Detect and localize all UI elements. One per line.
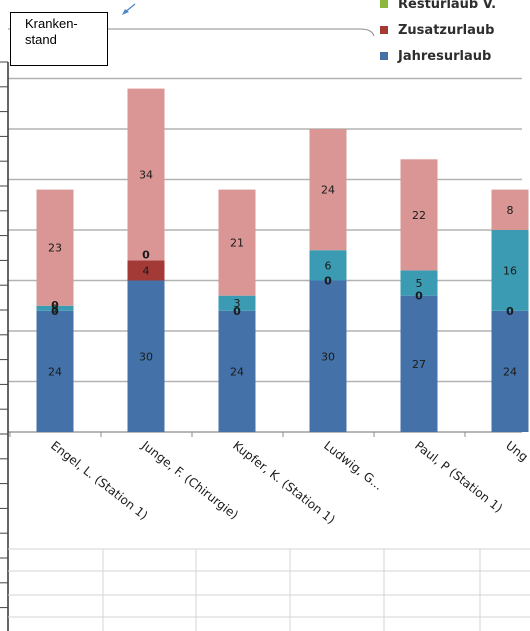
data-label: 27 [412, 358, 426, 371]
bar-segment [127, 260, 165, 281]
data-label: 22 [412, 209, 426, 222]
data-label: 8 [507, 204, 514, 217]
bar-segment [127, 88, 165, 261]
legend-label: Jahresurlaub [398, 49, 492, 64]
data-label: 0 [233, 305, 241, 318]
data-label: 0 [142, 248, 150, 261]
data-label: 0 [324, 275, 332, 288]
bar-segment [218, 295, 256, 311]
data-label: 0 [415, 290, 423, 303]
bars [36, 88, 529, 432]
bar-segment [400, 270, 438, 296]
legend-swatch-icon [380, 0, 388, 8]
data-label: 24 [230, 365, 244, 378]
data-label: 1 [52, 302, 59, 315]
data-label: 24 [503, 365, 517, 378]
callout-line-2: stand [25, 32, 57, 47]
legend-swatch-icon [380, 51, 388, 60]
data-label: 16 [503, 264, 517, 277]
x-tick-label: Ludwig, G... [321, 438, 385, 493]
data-label: 21 [230, 237, 244, 250]
legend-label: Resturlaub V. [398, 0, 497, 12]
data-label: 0 [51, 305, 59, 318]
x-tick-label: Ung [503, 438, 530, 464]
bar-segment [218, 310, 256, 432]
bar-segment [309, 280, 347, 432]
data-label: 24 [321, 184, 335, 197]
data-label: 0 [51, 299, 59, 312]
arrow-head-icon [122, 9, 129, 15]
bar-segment [36, 189, 74, 306]
x-tick-label: Paul, P (Station 1) [412, 438, 505, 515]
legend-item-resturlaub: Resturlaub V. [380, 0, 496, 15]
data-label: 6 [325, 259, 332, 272]
bar-segment [36, 305, 74, 311]
data-label: 30 [139, 350, 153, 363]
bar-segment [491, 189, 529, 230]
legend-label: Zusatzurlaub [398, 23, 495, 38]
kranken-stand-callout: Kranken- stand [10, 12, 108, 66]
x-axis-tick-labels: Engel, L. (Station 1)Junge, F. (Chirurgi… [48, 438, 530, 527]
data-label: 0 [506, 305, 514, 318]
legend-item-jahresurlaub: Jahresurlaub [380, 49, 491, 67]
gridlines [0, 28, 522, 631]
data-label: 30 [321, 350, 335, 363]
bar-segment [127, 280, 165, 432]
data-label: 24 [48, 365, 62, 378]
callout-line-1: Kranken- [25, 16, 78, 31]
data-label: 4 [143, 264, 150, 277]
legend-swatch-icon [380, 25, 388, 34]
bar-segment [309, 250, 347, 281]
bar-segment [400, 159, 438, 271]
bar-segment [400, 295, 438, 432]
bar-segment [36, 310, 74, 432]
data-label: 5 [416, 277, 423, 290]
x-tick-label: Kupfer, K. (Station 1) [230, 438, 338, 526]
bar-segment [309, 129, 347, 251]
spreadsheet-grid [8, 3, 530, 631]
x-tick-label: Junge, F. (Chirurgie) [138, 438, 241, 522]
bar-segment [218, 189, 256, 296]
legend-item-zusatzurlaub: Zusatzurlaub [380, 23, 494, 41]
chart-corner [359, 28, 375, 37]
data-label: 23 [48, 242, 62, 255]
data-label: 34 [139, 168, 153, 181]
x-tick-label: Engel, L. (Station 1) [48, 438, 150, 522]
bar-segment [491, 310, 529, 432]
data-label: 3 [234, 297, 241, 310]
bar-segment [491, 230, 529, 311]
